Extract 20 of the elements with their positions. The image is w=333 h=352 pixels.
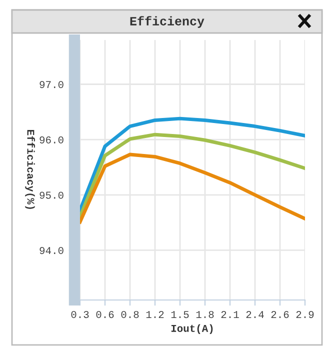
x-tick-label: 2.6 (271, 311, 289, 318)
x-tick-label: 1.8 (196, 311, 214, 318)
line-series (80, 132, 305, 219)
x-tick-label: 2.1 (221, 311, 239, 318)
x-tick-label: 2.4 (246, 311, 264, 318)
chart-title: Efficiency (130, 16, 204, 28)
x-tick-label: 1.2 (146, 311, 164, 318)
line-series (80, 152, 305, 224)
x-tick-label: 0.3 (71, 311, 89, 318)
y-tick-label: 95.0 (40, 192, 64, 199)
x-tick-label: 2.9 (296, 311, 314, 318)
line-series (80, 116, 305, 212)
x-axis-title: Iout(A) (171, 324, 213, 334)
y-tick-label: 96.0 (40, 136, 64, 144)
x-tick-label: 0.8 (121, 311, 139, 318)
y-axis-title: Efficicacy(%) (25, 130, 35, 209)
y-tick-label: 97.0 (40, 81, 64, 88)
x-tick-label: 0.6 (96, 311, 114, 318)
y-tick-label: 94.0 (40, 247, 64, 254)
x-tick-label: 1.5 (171, 311, 189, 318)
